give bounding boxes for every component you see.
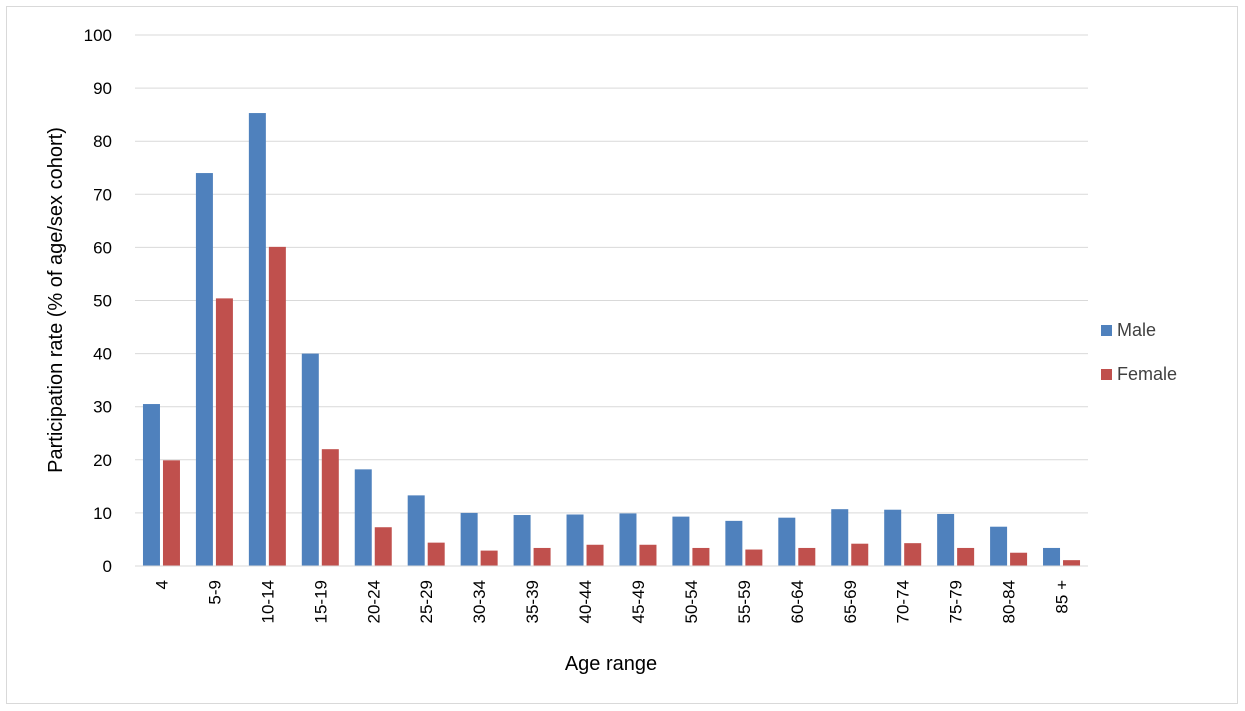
y-tick-label: 30 [93, 398, 112, 417]
bar-female-20-24 [374, 527, 392, 566]
bar-female-50-54 [692, 547, 710, 566]
bars [142, 113, 1081, 566]
bar-male-80-84 [990, 526, 1008, 566]
bar-male-5-9 [195, 173, 213, 566]
bar-female-25-29 [427, 542, 445, 566]
bar-male-10-14 [248, 113, 266, 566]
bar-male-75-79 [937, 513, 955, 566]
bar-male-15-19 [301, 353, 319, 566]
bar-male-4 [142, 404, 160, 566]
y-tick-label: 10 [93, 504, 112, 523]
y-tick-label: 50 [93, 292, 112, 311]
x-tick-label: 75-79 [947, 580, 966, 623]
x-tick-label: 30-34 [470, 580, 489, 623]
y-tick-label: 90 [93, 79, 112, 98]
x-tick-label: 10-14 [258, 580, 277, 623]
bar-female-80-84 [1010, 552, 1028, 566]
bar-female-30-34 [480, 550, 498, 566]
bar-female-40-44 [586, 544, 604, 566]
legend: Male Female [1101, 320, 1177, 384]
bar-female-10-14 [268, 246, 286, 566]
bar-male-85 [1043, 547, 1061, 566]
legend-label-male: Male [1117, 320, 1156, 340]
bar-female-55-59 [745, 549, 763, 566]
x-tick-label: 40-44 [576, 580, 595, 623]
bar-female-70-74 [904, 543, 922, 566]
gridlines [135, 34, 1088, 514]
x-tick-label: 70-74 [894, 580, 913, 623]
bar-female-60-64 [798, 547, 816, 566]
bar-male-60-64 [778, 517, 796, 566]
bar-female-35-39 [533, 547, 551, 566]
bar-female-4 [162, 460, 180, 566]
legend-label-female: Female [1117, 364, 1177, 384]
x-tick-label: 5-9 [205, 580, 224, 605]
y-tick-label: 70 [93, 185, 112, 204]
x-axis-ticks: 4 5-9 10-14 15-19 20-24 25-29 30-34 35-39 40-44 4… [152, 580, 1071, 624]
x-tick-label: 4 [152, 580, 171, 589]
bar-male-40-44 [566, 514, 584, 566]
x-tick-label: 50-54 [682, 580, 701, 623]
y-tick-label: 40 [93, 345, 112, 364]
y-tick-label: 0 [103, 557, 112, 576]
bar-female-85 [1063, 560, 1081, 566]
x-axis-title: Age range [565, 653, 657, 675]
bar-female-65-69 [851, 543, 869, 566]
y-tick-label: 80 [93, 132, 112, 151]
bar-female-75-79 [957, 547, 975, 566]
legend-swatch-female [1101, 369, 1112, 380]
x-tick-label: 35-39 [523, 580, 542, 623]
bar-male-20-24 [354, 469, 372, 566]
bar-male-45-49 [619, 513, 637, 566]
x-tick-label: 45-49 [629, 580, 648, 623]
bar-male-25-29 [407, 495, 425, 566]
bar-male-35-39 [513, 515, 531, 566]
x-tick-label: 55-59 [735, 580, 754, 623]
y-tick-label: 20 [93, 451, 112, 470]
bar-male-65-69 [831, 509, 849, 566]
y-axis-title: Participation rate (% of age/sex cohort) [45, 127, 67, 473]
y-tick-label: 60 [93, 238, 112, 257]
x-tick-label: 65-69 [841, 580, 860, 623]
x-tick-label: 80-84 [1000, 580, 1019, 623]
legend-swatch-male [1101, 325, 1112, 336]
bar-male-50-54 [672, 516, 690, 566]
bar-female-15-19 [321, 449, 339, 566]
bar-male-70-74 [884, 509, 902, 566]
bar-female-45-49 [639, 544, 657, 566]
bar-female-5-9 [215, 298, 233, 566]
bar-male-30-34 [460, 512, 478, 566]
y-axis-ticks: 0 10 20 30 40 50 60 70 80 90 100 [84, 26, 112, 576]
y-tick-label: 100 [84, 26, 112, 45]
x-tick-label: 60-64 [788, 580, 807, 623]
x-tick-label: 15-19 [311, 580, 330, 623]
x-tick-label: 20-24 [364, 580, 383, 623]
x-tick-label: 25-29 [417, 580, 436, 623]
bar-male-55-59 [725, 520, 743, 566]
x-tick-label: 85 + [1053, 580, 1072, 614]
